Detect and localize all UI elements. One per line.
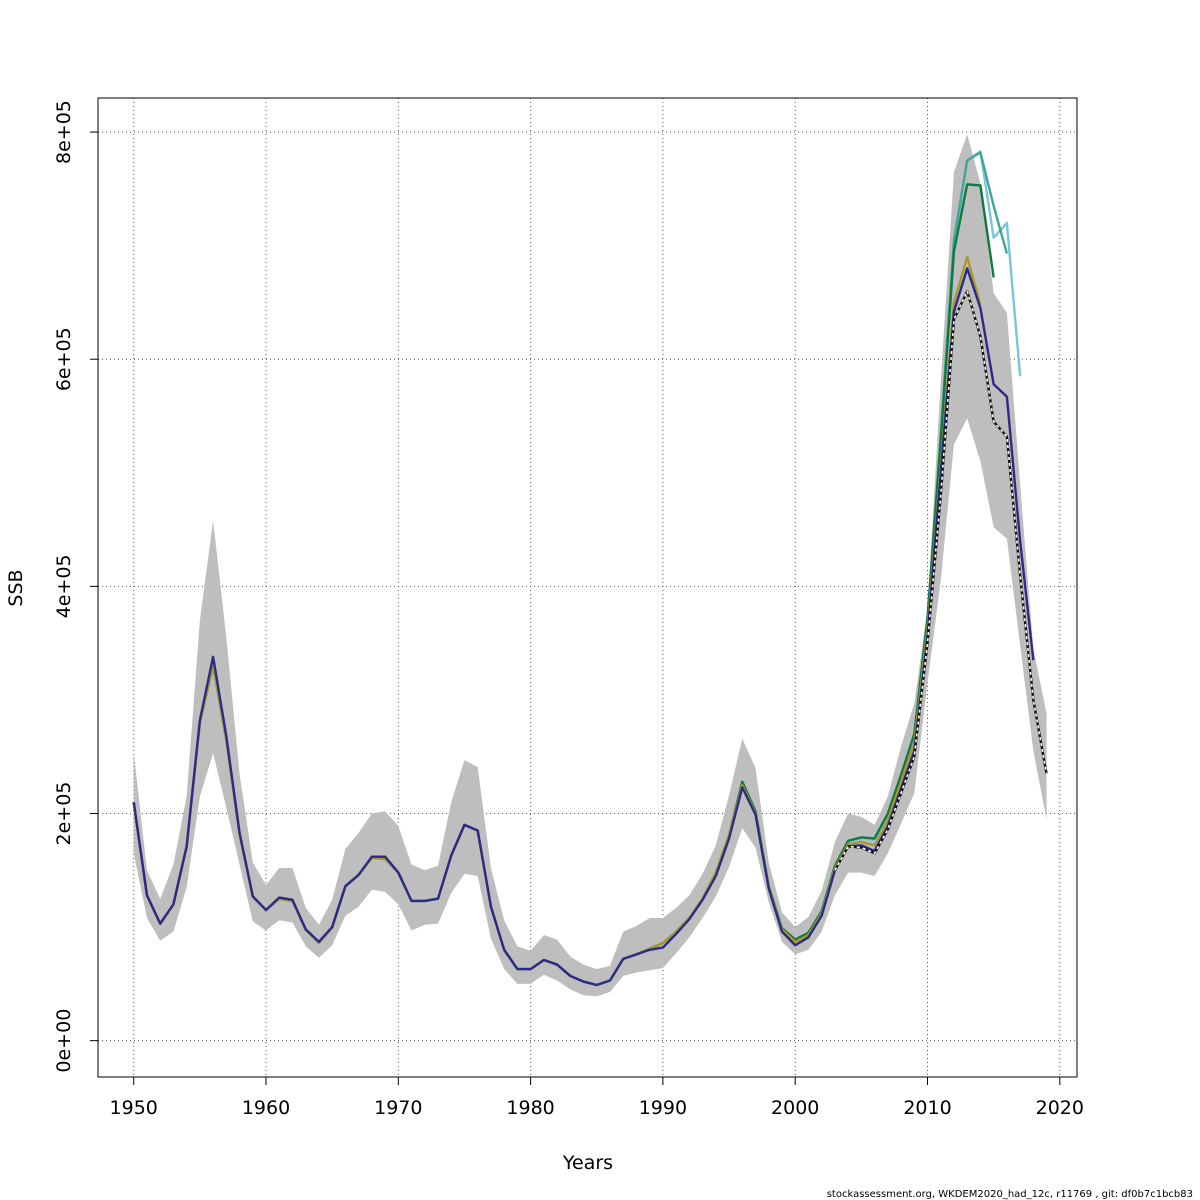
x-tick-label: 1990 xyxy=(639,1097,687,1119)
series-lines xyxy=(132,150,1048,987)
y-tick-label: 8e+05 xyxy=(53,100,75,164)
x-tick-label: 1970 xyxy=(374,1097,422,1119)
x-tick-label: 2000 xyxy=(771,1097,819,1119)
x-axis-label: Years xyxy=(562,1152,613,1174)
y-axis-label: SSB xyxy=(5,569,27,606)
x-tick-label: 2020 xyxy=(1036,1097,1084,1119)
confidence-band xyxy=(133,134,1047,997)
plot-frame xyxy=(97,97,1078,1078)
footer-note: stockassessment.org, WKDEM2020_had_12c, … xyxy=(827,1189,1193,1200)
series-line-4 xyxy=(132,267,1035,987)
x-tick-label: 1980 xyxy=(506,1097,554,1119)
y-tick-label: 6e+05 xyxy=(53,327,75,391)
series-line-6 xyxy=(834,290,1048,871)
confidence-band-area xyxy=(133,134,1047,997)
y-tick-label: 2e+05 xyxy=(53,782,75,846)
x-tick-label: 2010 xyxy=(903,1097,951,1119)
x-axis: 1950 1960 1970 1980 1990 2000 2010 2020 xyxy=(110,1077,1084,1119)
x-tick-label: 1960 xyxy=(242,1097,290,1119)
y-tick-label: 4e+05 xyxy=(53,554,75,618)
y-axis: 0e+00 2e+05 4e+05 6e+05 8e+05 xyxy=(53,100,98,1073)
x-tick-label: 1950 xyxy=(110,1097,158,1119)
y-tick-label: 0e+00 xyxy=(53,1009,75,1073)
